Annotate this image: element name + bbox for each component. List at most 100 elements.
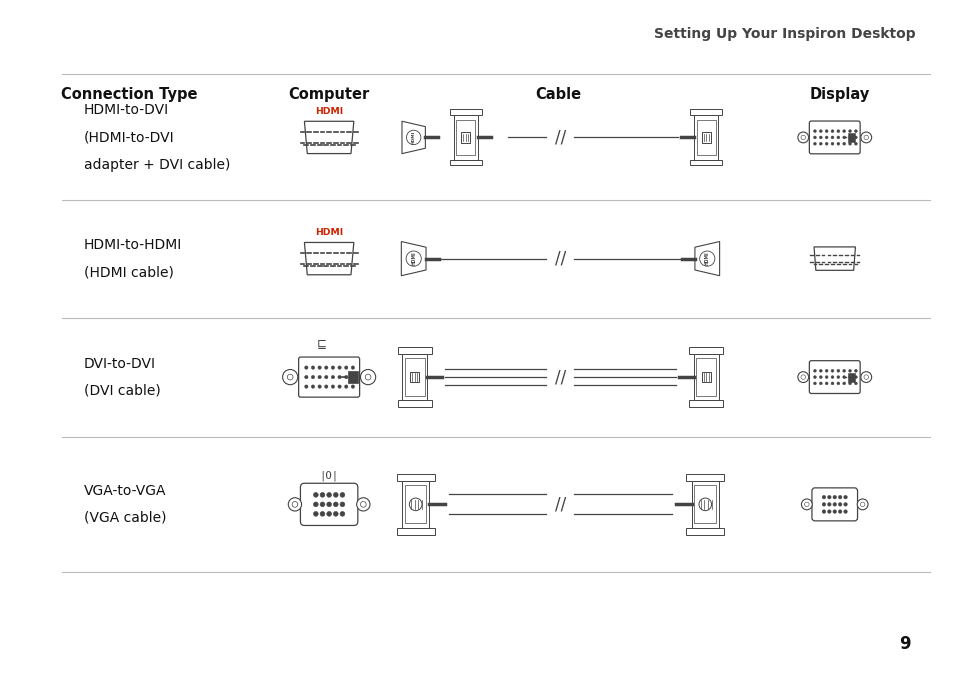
Circle shape xyxy=(304,385,308,389)
Circle shape xyxy=(841,370,844,372)
Circle shape xyxy=(324,385,328,389)
Circle shape xyxy=(699,498,711,510)
Circle shape xyxy=(331,375,335,379)
Circle shape xyxy=(821,510,825,513)
Text: HDMI: HDMI xyxy=(314,227,343,237)
Circle shape xyxy=(848,376,851,378)
Circle shape xyxy=(365,374,371,380)
Bar xyxy=(404,358,424,396)
Circle shape xyxy=(830,370,833,372)
Circle shape xyxy=(819,130,821,133)
Circle shape xyxy=(351,366,355,369)
Circle shape xyxy=(824,382,827,385)
Bar xyxy=(397,401,432,407)
Bar xyxy=(401,353,427,401)
Circle shape xyxy=(337,375,341,379)
Circle shape xyxy=(344,366,348,369)
Circle shape xyxy=(813,142,816,145)
Circle shape xyxy=(863,135,867,139)
Text: Connection Type: Connection Type xyxy=(60,87,197,102)
Circle shape xyxy=(841,136,844,139)
Circle shape xyxy=(327,512,331,517)
Circle shape xyxy=(838,496,841,499)
FancyBboxPatch shape xyxy=(300,483,357,525)
Circle shape xyxy=(797,132,808,143)
Circle shape xyxy=(314,502,318,507)
Circle shape xyxy=(848,130,851,133)
Circle shape xyxy=(406,130,420,145)
Circle shape xyxy=(327,502,331,507)
Circle shape xyxy=(841,376,844,378)
Circle shape xyxy=(824,136,827,139)
Circle shape xyxy=(841,142,844,145)
Circle shape xyxy=(854,382,857,385)
Polygon shape xyxy=(304,121,354,154)
Text: (HDMI-to-DVI: (HDMI-to-DVI xyxy=(84,131,174,144)
Circle shape xyxy=(830,142,833,145)
Circle shape xyxy=(339,502,344,507)
Bar xyxy=(689,110,721,115)
Circle shape xyxy=(826,510,830,513)
Circle shape xyxy=(841,130,844,133)
Text: DVI-to-DVI: DVI-to-DVI xyxy=(84,357,155,370)
Circle shape xyxy=(324,366,328,369)
Circle shape xyxy=(842,502,846,506)
Text: 9: 9 xyxy=(899,635,910,653)
FancyBboxPatch shape xyxy=(808,121,860,154)
Circle shape xyxy=(836,376,839,378)
Bar xyxy=(688,401,722,407)
Circle shape xyxy=(699,251,714,266)
Circle shape xyxy=(824,376,827,378)
Circle shape xyxy=(351,385,355,389)
Bar xyxy=(410,372,418,383)
Text: //: // xyxy=(555,129,565,146)
Circle shape xyxy=(311,375,314,379)
Circle shape xyxy=(320,502,325,507)
Bar xyxy=(402,481,429,528)
Text: VGA-to-VGA: VGA-to-VGA xyxy=(84,484,166,498)
Circle shape xyxy=(819,142,821,145)
Circle shape xyxy=(360,502,366,507)
Bar xyxy=(694,115,718,160)
Circle shape xyxy=(803,502,808,506)
Bar xyxy=(449,160,481,165)
FancyBboxPatch shape xyxy=(808,361,860,393)
Circle shape xyxy=(836,370,839,372)
Circle shape xyxy=(331,385,335,389)
Circle shape xyxy=(836,136,839,139)
Bar xyxy=(847,133,855,142)
Circle shape xyxy=(801,375,804,379)
Circle shape xyxy=(813,370,816,372)
Bar xyxy=(348,372,357,383)
Text: (HDMI cable): (HDMI cable) xyxy=(84,265,173,279)
Circle shape xyxy=(848,136,851,139)
Bar xyxy=(688,347,722,353)
Circle shape xyxy=(304,375,308,379)
Circle shape xyxy=(842,496,846,499)
Text: ⊑: ⊑ xyxy=(316,338,326,351)
Circle shape xyxy=(826,496,830,499)
Circle shape xyxy=(333,512,337,517)
Circle shape xyxy=(836,142,839,145)
Bar xyxy=(689,160,721,165)
Circle shape xyxy=(406,251,421,266)
Circle shape xyxy=(320,492,325,497)
Circle shape xyxy=(339,512,344,517)
Circle shape xyxy=(314,512,318,517)
Circle shape xyxy=(848,382,851,385)
Circle shape xyxy=(832,496,836,499)
FancyBboxPatch shape xyxy=(298,357,359,397)
Circle shape xyxy=(344,385,348,389)
Text: //: // xyxy=(555,250,565,267)
Circle shape xyxy=(836,382,839,385)
Circle shape xyxy=(830,376,833,378)
Circle shape xyxy=(288,498,301,511)
Polygon shape xyxy=(304,242,354,275)
Circle shape xyxy=(333,502,337,507)
Circle shape xyxy=(314,492,318,497)
Circle shape xyxy=(821,502,825,506)
Bar xyxy=(397,347,432,353)
Circle shape xyxy=(337,385,341,389)
Text: HDMI-to-DVI: HDMI-to-DVI xyxy=(84,104,169,117)
Circle shape xyxy=(304,366,308,369)
